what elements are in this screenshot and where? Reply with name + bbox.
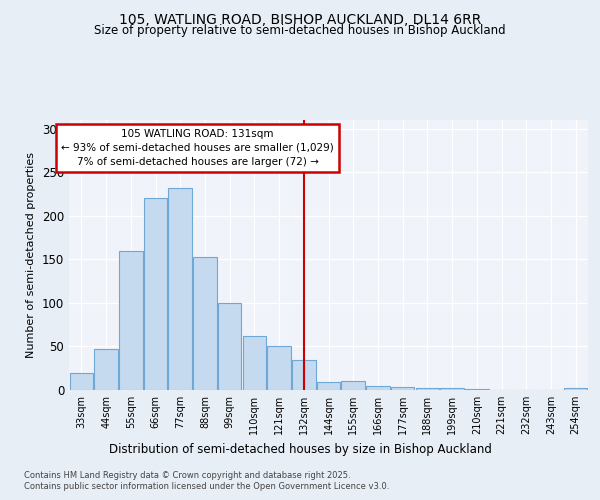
Text: Contains public sector information licensed under the Open Government Licence v3: Contains public sector information licen… (24, 482, 389, 491)
Bar (564, 388, 587, 390)
Bar (391, 388, 415, 390)
Text: Distribution of semi-detached houses by size in Bishop Auckland: Distribution of semi-detached houses by … (109, 442, 491, 456)
Bar (70, 372, 93, 390)
Bar (144, 198, 167, 390)
Text: Size of property relative to semi-detached houses in Bishop Auckland: Size of property relative to semi-detach… (94, 24, 506, 37)
Bar (94, 349, 118, 390)
Bar (119, 250, 143, 390)
Bar (292, 360, 316, 390)
Bar (193, 256, 217, 390)
Bar (169, 188, 192, 390)
Text: 105 WATLING ROAD: 131sqm
← 93% of semi-detached houses are smaller (1,029)
7% of: 105 WATLING ROAD: 131sqm ← 93% of semi-d… (61, 128, 334, 166)
Bar (341, 382, 365, 390)
Bar (366, 386, 389, 390)
Bar (440, 388, 464, 390)
Y-axis label: Number of semi-detached properties: Number of semi-detached properties (26, 152, 37, 358)
Bar (465, 389, 488, 390)
Text: Contains HM Land Registry data © Crown copyright and database right 2025.: Contains HM Land Registry data © Crown c… (24, 471, 350, 480)
Bar (218, 303, 241, 390)
Bar (416, 388, 439, 390)
Text: 105, WATLING ROAD, BISHOP AUCKLAND, DL14 6RR: 105, WATLING ROAD, BISHOP AUCKLAND, DL14… (119, 12, 481, 26)
Bar (317, 382, 340, 390)
Bar (242, 336, 266, 390)
Bar (268, 346, 291, 390)
